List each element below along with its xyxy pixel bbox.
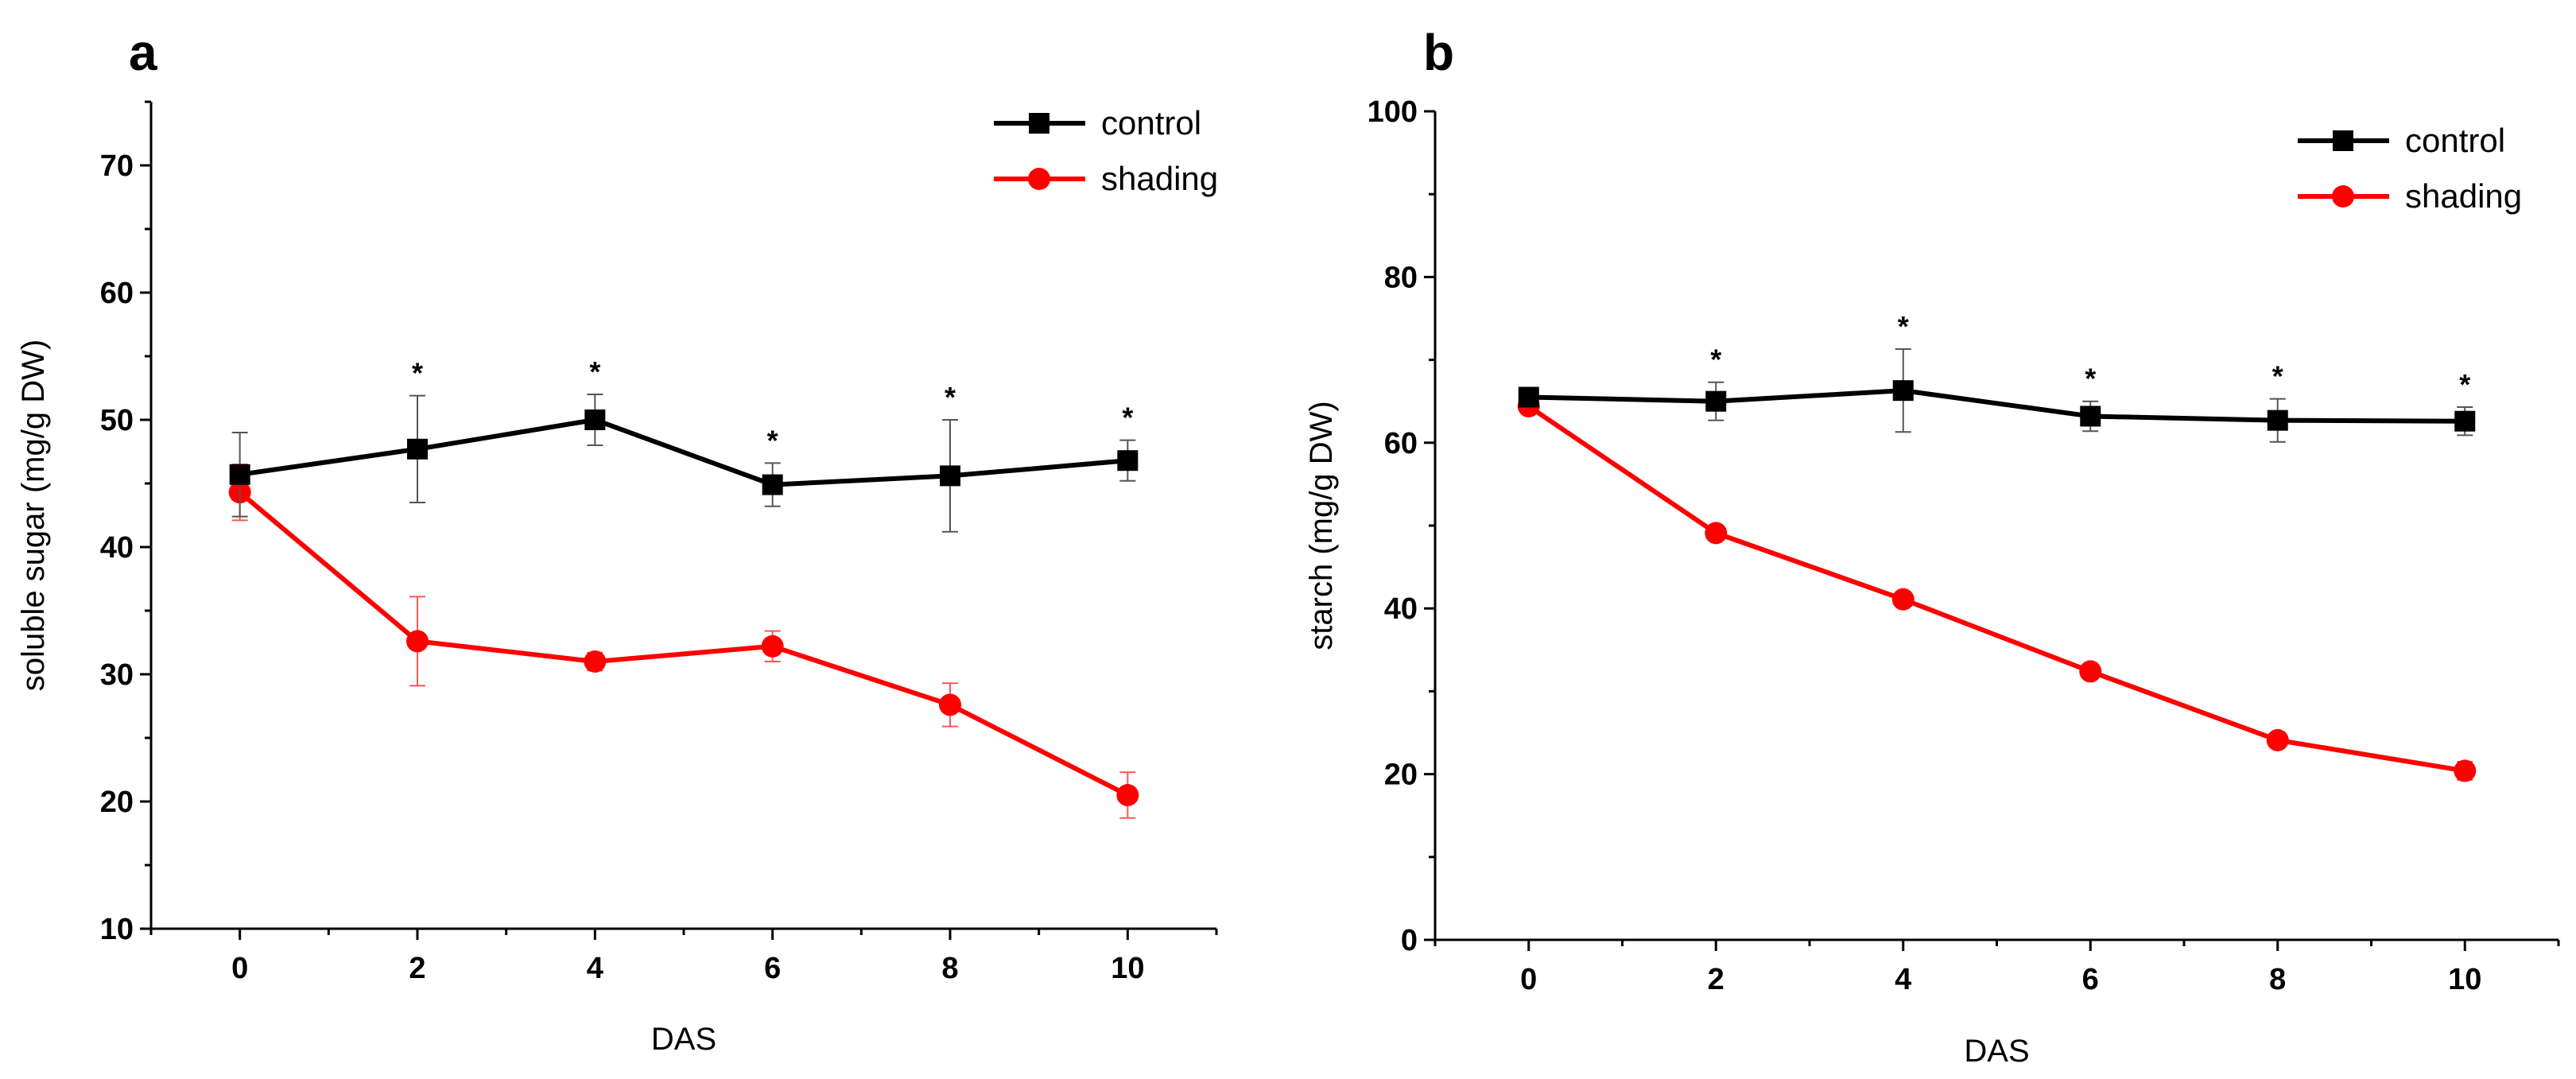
data-point bbox=[2267, 409, 2288, 431]
data-point bbox=[761, 635, 784, 658]
data-point bbox=[1518, 386, 1539, 408]
significance-star: * bbox=[1898, 310, 1909, 343]
legend-label: control bbox=[1101, 104, 1201, 142]
y-tick-label: 70 bbox=[100, 149, 134, 183]
legend-label: shading bbox=[1101, 160, 1218, 197]
x-tick-label: 0 bbox=[1520, 963, 1537, 996]
data-point bbox=[2454, 759, 2477, 782]
x-tick-label: 2 bbox=[409, 952, 425, 985]
x-tick-label: 10 bbox=[2448, 963, 2481, 996]
series-control bbox=[229, 394, 1139, 533]
y-tick-label: 20 bbox=[1384, 759, 1418, 792]
y-tick-label: 0 bbox=[1401, 924, 1418, 957]
x-tick-label: 6 bbox=[2082, 963, 2099, 996]
data-point bbox=[1116, 784, 1139, 806]
x-axis-title: DAS bbox=[1964, 1034, 2029, 1069]
data-point bbox=[2080, 406, 2101, 427]
legend-entry-control: control bbox=[994, 104, 1201, 142]
chart-panel-b: b 0 20 40 60 80 100 0 2 4 6 8 10 DAS starch (mg/g DW) *… bbox=[1304, 24, 2560, 1069]
data-point bbox=[2079, 660, 2102, 683]
y-tick-label: 40 bbox=[1384, 592, 1418, 626]
y-tick-label: 80 bbox=[1384, 261, 1418, 294]
y-tick-label: 50 bbox=[100, 404, 134, 437]
legend-entry-control: control bbox=[2298, 122, 2505, 159]
y-axis-title: starch (mg/g DW) bbox=[1304, 401, 1339, 650]
data-point bbox=[584, 409, 606, 430]
series-shading bbox=[1517, 394, 2477, 782]
series-line bbox=[1528, 388, 2465, 424]
y-tick-label: 10 bbox=[100, 913, 134, 946]
x-tick-label: 0 bbox=[231, 952, 248, 985]
y-tick-label: 30 bbox=[100, 658, 134, 692]
data-point bbox=[1891, 588, 1915, 611]
series-control bbox=[1518, 348, 2476, 443]
data-point bbox=[940, 465, 960, 487]
panel-letter: a bbox=[129, 24, 157, 81]
significance-star: * bbox=[1122, 402, 1133, 434]
data-point bbox=[1705, 522, 1728, 545]
data-point bbox=[2454, 410, 2476, 432]
data-point bbox=[762, 474, 783, 495]
significance-star: * bbox=[589, 355, 600, 388]
y-tick-label: 40 bbox=[100, 531, 134, 565]
data-point bbox=[406, 630, 429, 653]
data-point bbox=[229, 464, 250, 485]
significance-star: * bbox=[2272, 360, 2283, 393]
series-line bbox=[239, 417, 1128, 487]
data-point bbox=[1117, 450, 1139, 472]
x-tick-label: 8 bbox=[2269, 963, 2286, 996]
legend-marker bbox=[1028, 168, 1050, 190]
chart-panel-a: a 10 20 30 40 50 60 70 0 2 4 6 8 10 DAS soluble sugar (… bbox=[16, 24, 1218, 1057]
data-point bbox=[939, 693, 961, 716]
significance-star: * bbox=[2459, 368, 2470, 401]
x-tick-label: 4 bbox=[587, 952, 603, 985]
x-axis-title: DAS bbox=[651, 1022, 716, 1057]
significance-star: * bbox=[412, 357, 423, 390]
series-line bbox=[1527, 404, 2465, 774]
legend-marker bbox=[2333, 130, 2353, 151]
data-point bbox=[1705, 390, 1727, 412]
x-tick-label: 8 bbox=[941, 952, 958, 985]
legend-marker bbox=[2332, 185, 2354, 208]
legend-entry-shading: shading bbox=[2298, 177, 2522, 215]
panel-letter: b bbox=[1423, 24, 1454, 81]
x-tick-label: 4 bbox=[1895, 963, 1911, 996]
y-tick-label: 20 bbox=[100, 786, 134, 819]
x-tick-label: 10 bbox=[1111, 952, 1144, 985]
significance-star: * bbox=[2085, 363, 2096, 395]
y-tick-label: 60 bbox=[1384, 427, 1418, 460]
series-line bbox=[238, 490, 1129, 798]
significance-star: * bbox=[945, 381, 956, 413]
legend-label: control bbox=[2405, 122, 2505, 159]
data-point bbox=[1892, 380, 1914, 402]
legend-label: shading bbox=[2405, 177, 2522, 215]
y-axis-title: soluble sugar (mg/g DW) bbox=[16, 340, 51, 691]
data-point bbox=[407, 438, 428, 460]
x-tick-label: 6 bbox=[764, 952, 781, 985]
series-shading bbox=[228, 464, 1139, 819]
legend-entry-shading: shading bbox=[994, 160, 1218, 197]
y-tick-label: 100 bbox=[1368, 95, 1418, 129]
significance-star: * bbox=[1710, 343, 1721, 376]
significance-star: * bbox=[767, 424, 778, 456]
data-point bbox=[584, 650, 607, 673]
y-tick-label: 60 bbox=[100, 277, 134, 310]
data-point bbox=[2266, 728, 2289, 751]
legend-marker bbox=[1029, 113, 1049, 134]
x-tick-label: 2 bbox=[1708, 963, 1724, 996]
